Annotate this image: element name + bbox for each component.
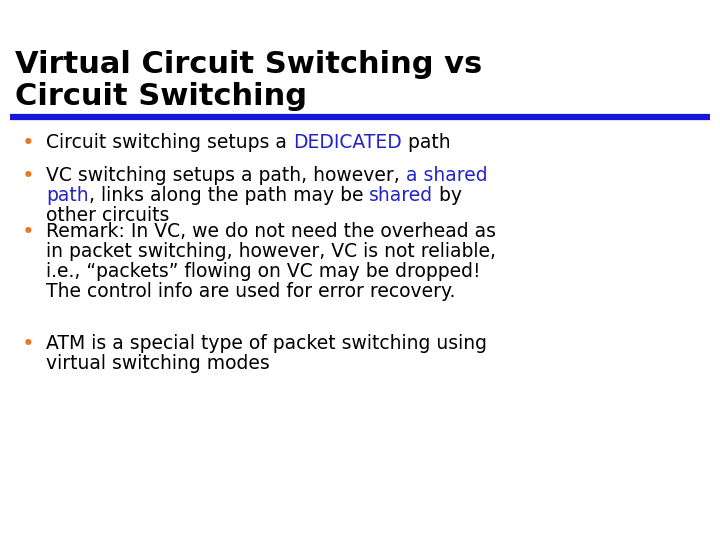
Text: , links along the path may be: , links along the path may be: [89, 186, 369, 205]
Text: shared: shared: [369, 186, 433, 205]
Text: •: •: [22, 334, 35, 354]
Text: DEDICATED: DEDICATED: [293, 133, 402, 152]
Text: •: •: [22, 133, 35, 153]
Text: Circuit switching setups a: Circuit switching setups a: [46, 133, 293, 152]
Text: i.e., “packets” flowing on VC may be dropped!: i.e., “packets” flowing on VC may be dro…: [46, 262, 481, 281]
Text: path: path: [46, 186, 89, 205]
Text: other circuits: other circuits: [46, 206, 169, 225]
Text: Circuit Switching: Circuit Switching: [15, 82, 307, 111]
Text: Virtual Circuit Switching vs: Virtual Circuit Switching vs: [15, 50, 482, 79]
Text: in packet switching, however, VC is not reliable,: in packet switching, however, VC is not …: [46, 242, 496, 261]
Text: The control info are used for error recovery.: The control info are used for error reco…: [46, 282, 455, 301]
Text: ATM is a special type of packet switching using: ATM is a special type of packet switchin…: [46, 334, 487, 353]
Text: Remark: In VC, we do not need the overhead as: Remark: In VC, we do not need the overhe…: [46, 222, 496, 241]
Text: path: path: [402, 133, 450, 152]
Text: virtual switching modes: virtual switching modes: [46, 354, 270, 373]
Text: VC switching setups a path, however,: VC switching setups a path, however,: [46, 166, 406, 185]
Text: •: •: [22, 222, 35, 242]
Text: by: by: [433, 186, 462, 205]
Text: •: •: [22, 166, 35, 186]
Text: a shared: a shared: [406, 166, 487, 185]
